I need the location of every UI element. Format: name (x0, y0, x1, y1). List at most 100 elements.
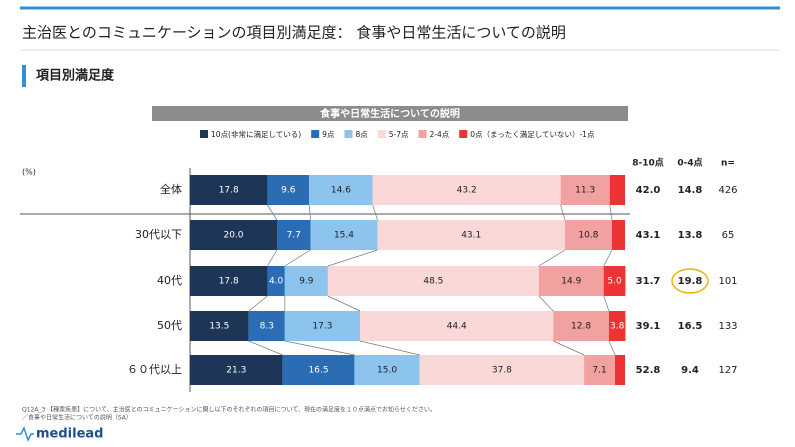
bar-segment (267, 175, 310, 205)
data-label: 15.0 (377, 366, 397, 376)
chart-banner (152, 106, 628, 121)
data-label: 10.8 (578, 231, 598, 241)
data-label: 4.0 (269, 277, 284, 287)
bar-segment (584, 355, 615, 385)
data-label: 14.9 (561, 277, 581, 287)
page-title: 主治医とのコミュニケーションの項目別満足度： 食事や日常生活についての説明 (22, 24, 566, 42)
bar-segment (564, 220, 612, 250)
chart-title: 食事や日常生活についての説明 (319, 107, 460, 120)
connector (327, 249, 378, 267)
bar-segment (354, 355, 420, 385)
data-label: 8.3 (260, 322, 274, 332)
connector (360, 340, 420, 356)
data-label: 17.8 (219, 277, 239, 287)
data-label: 44.4 (447, 322, 467, 332)
legend-swatch (377, 130, 386, 138)
column-header: 8-10点 (632, 157, 664, 169)
table-cell: 43.1 (636, 230, 661, 241)
legend-label: 5-7点 (389, 130, 409, 139)
connector (284, 340, 355, 356)
connector (327, 295, 361, 312)
data-label: 15.4 (334, 231, 354, 241)
bar-segment (560, 175, 610, 205)
bar-segment (277, 220, 311, 250)
table-cell: 9.4 (681, 365, 699, 376)
bar-segment (190, 266, 268, 296)
data-label: 7.1 (592, 366, 606, 376)
category-label: 50代 (157, 319, 182, 332)
footnote: ／食事や日常生活についての説明（SA） (22, 414, 132, 422)
legend-label: 2-4点 (429, 130, 449, 139)
connector (603, 295, 610, 312)
bar-segment (553, 311, 609, 341)
table-cell: 14.8 (678, 185, 703, 196)
connector (538, 295, 554, 312)
bar-segment (248, 311, 285, 341)
connector (560, 204, 566, 221)
bar-segment (309, 175, 373, 205)
data-label: 43.2 (457, 186, 477, 196)
table-cell: 426 (718, 185, 737, 196)
table-cell: 16.5 (678, 321, 703, 332)
category-label: 40代 (157, 274, 182, 287)
legend-swatch (418, 130, 427, 138)
section-title: 項目別満足度 (36, 68, 115, 84)
category-label: 30代以下 (135, 228, 182, 241)
legend-swatch (459, 130, 468, 138)
bar-segment (609, 175, 625, 205)
legend-swatch (311, 130, 320, 138)
table-cell: 39.1 (636, 321, 661, 332)
data-label: 11.3 (575, 186, 595, 196)
data-label: 17.3 (312, 322, 332, 332)
table-cell: 101 (718, 276, 737, 287)
connector (267, 249, 278, 267)
footnote: Q12A_3 【種票疾患】について、主治医とのコミュニケーションに関し以下のそれ… (22, 406, 436, 414)
legend-label: 0点（まったく満足していない）-1点 (470, 130, 595, 139)
data-label: 9.6 (281, 186, 296, 196)
data-label: 37.8 (492, 366, 512, 376)
bar-segment (377, 220, 565, 250)
connector (308, 204, 311, 221)
bar-segment (419, 355, 585, 385)
connector (248, 295, 268, 312)
data-label: 9.9 (299, 277, 314, 287)
connector (267, 204, 278, 221)
bar-segment (603, 266, 626, 296)
bar-segment (190, 175, 268, 205)
table-cell: 127 (718, 365, 737, 376)
bar-segment (284, 311, 361, 341)
data-label: 43.1 (461, 231, 481, 241)
connector (248, 340, 283, 356)
data-label: 20.0 (223, 231, 243, 241)
table-cell: 133 (718, 321, 737, 332)
legend-label: 10点(非常に満足している) (211, 129, 301, 139)
table-cell: 65 (722, 230, 735, 241)
legend-swatch (200, 130, 208, 138)
data-label: 7.7 (287, 231, 301, 241)
data-label: 13.5 (209, 322, 229, 332)
data-label: 17.8 (219, 186, 239, 196)
logo-icon (16, 426, 34, 442)
table-cell: 42.0 (636, 185, 661, 196)
bar-segment (614, 355, 625, 385)
bar-segment (284, 266, 328, 296)
category-label: ６０代以上 (127, 363, 182, 376)
legend-label: 9点 (322, 130, 335, 139)
bar-segment (310, 220, 378, 250)
bar-segment (282, 355, 355, 385)
connector (603, 249, 613, 267)
data-label: 16.5 (309, 366, 329, 376)
section-marker (22, 65, 26, 87)
table-cell: 19.8 (678, 276, 703, 287)
connector (538, 249, 566, 267)
bar-segment (611, 220, 625, 250)
column-header: n= (721, 159, 735, 169)
connector (608, 340, 616, 356)
data-label: 48.5 (423, 277, 443, 287)
unit-label: (%) (22, 168, 36, 177)
legend-label: 8点 (355, 130, 368, 139)
connector (284, 249, 311, 267)
data-label: 3.8 (610, 322, 625, 332)
bar-segment (267, 266, 285, 296)
